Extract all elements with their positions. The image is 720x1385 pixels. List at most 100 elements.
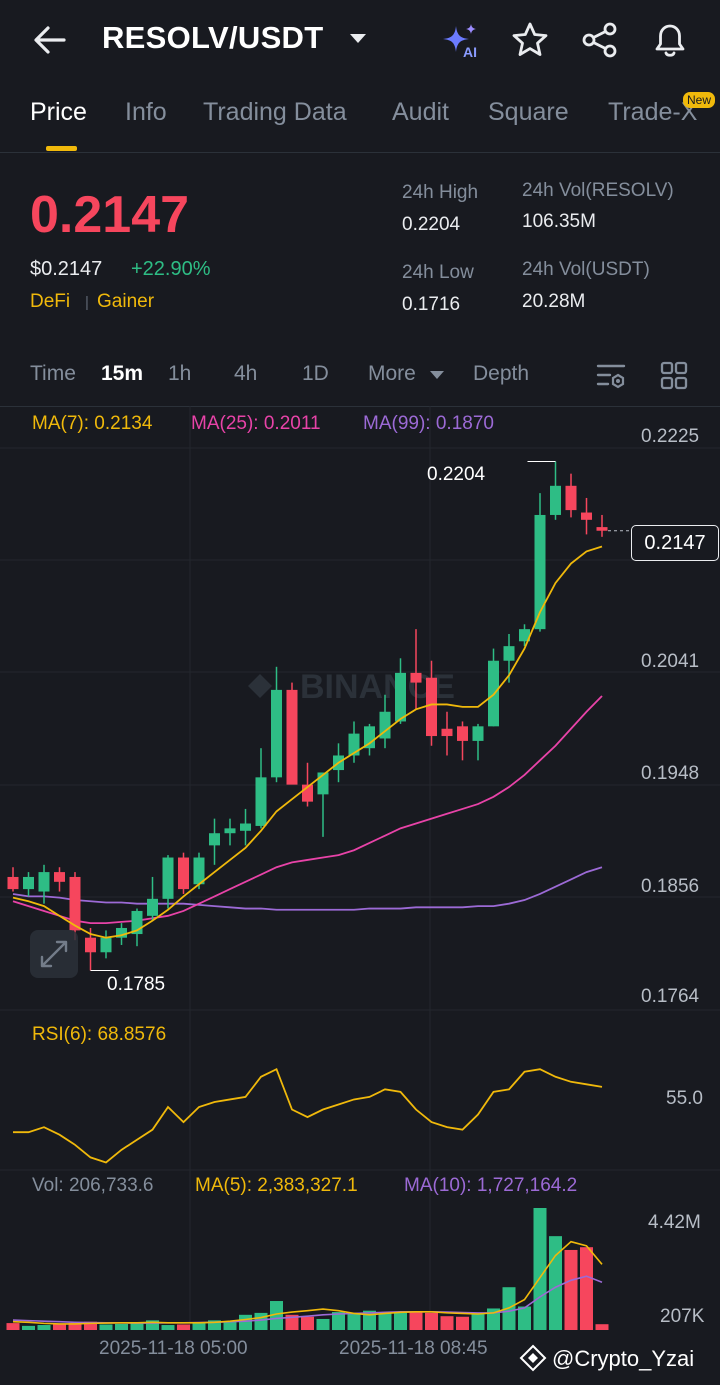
candle-body (193, 857, 205, 885)
tab-price[interactable]: Price (30, 98, 87, 126)
more-chevron-icon[interactable] (429, 370, 445, 380)
time-axis-label: 2025-11-18 08:45 (339, 1338, 488, 1359)
ai-sparkle-icon[interactable]: AI (440, 22, 482, 60)
candle (255, 748, 267, 829)
ma99-line-group (12, 866, 603, 911)
candle (379, 694, 391, 749)
interval-time[interactable]: Time (30, 362, 76, 385)
candle-body (69, 876, 81, 931)
layout-grid-icon[interactable] (660, 361, 688, 391)
high-label: 24h High (402, 182, 479, 203)
candle-body (519, 629, 530, 642)
tab-audit[interactable]: Audit (392, 98, 449, 126)
volume-bar (22, 1325, 35, 1330)
new-badge: New (683, 92, 716, 108)
volume-bar (409, 1311, 423, 1330)
candle (286, 682, 298, 785)
volume-bar (130, 1323, 144, 1330)
volume-bar (518, 1306, 531, 1330)
price-axis-label: 0.1856 (641, 876, 700, 897)
vol-base-label: 24h Vol(RESOLV) (522, 180, 674, 201)
chart-settings-icon[interactable] (596, 362, 628, 392)
ma25-line (12, 695, 603, 925)
candle-body (100, 937, 112, 953)
tab-trade-x[interactable]: Trade-X (608, 98, 698, 126)
volume-bar (347, 1313, 361, 1330)
candle-body (596, 527, 608, 531)
candle-body (364, 726, 375, 749)
volume-bar (456, 1316, 469, 1330)
candle-body (38, 872, 50, 892)
candle (162, 855, 174, 909)
interval-15m[interactable]: 15m (101, 362, 144, 385)
low-marker-label: 0.1785 (107, 974, 166, 995)
candle-body (85, 937, 96, 953)
tag-separator: | (85, 294, 89, 311)
chevron-down-icon[interactable] (348, 32, 368, 46)
volume-bar (332, 1312, 345, 1330)
back-arrow-icon[interactable] (30, 22, 68, 58)
expand-chart-button[interactable] (30, 930, 78, 978)
candle-body (534, 514, 546, 630)
tab-bar: Price Info Trading Data Audit Square Tra… (0, 86, 720, 153)
volume-bar (564, 1249, 578, 1330)
volume-bar (208, 1320, 221, 1330)
candles-group (7, 461, 608, 971)
interval-1h[interactable]: 1h (168, 362, 192, 385)
tag-defi[interactable]: DeFi (30, 291, 71, 312)
current-price-tag: 0.2147 (631, 525, 719, 561)
candle-body (441, 728, 453, 737)
volume-bar (115, 1323, 128, 1330)
candle-body (410, 672, 422, 683)
tab-info[interactable]: Info (125, 98, 167, 126)
candle-body (209, 833, 220, 846)
rsi-line (13, 1067, 603, 1164)
interval-1d[interactable]: 1D (302, 362, 329, 385)
candle (317, 772, 329, 837)
candle-body (240, 823, 251, 831)
ma99-line (12, 866, 603, 911)
candle-body (7, 876, 19, 890)
candle (23, 872, 34, 897)
candle (240, 808, 251, 846)
tag-gainer[interactable]: Gainer (97, 291, 155, 312)
volume-bar (192, 1322, 206, 1330)
price-axis-label: 0.1764 (641, 986, 700, 1007)
candle-body (147, 898, 158, 916)
candle-body (54, 872, 65, 882)
candle (38, 864, 50, 904)
vol-ma5-legend: MA(5): 2,383,327.1 (195, 1175, 358, 1196)
tab-trading-data[interactable]: Trading Data (203, 98, 347, 126)
candle (581, 497, 592, 535)
share-icon[interactable] (581, 21, 619, 59)
candle (596, 514, 608, 537)
pair-title[interactable]: RESOLV/USDT (102, 20, 324, 55)
volume-bar (285, 1314, 299, 1330)
interval-depth[interactable]: Depth (473, 362, 530, 385)
volume-bar (440, 1316, 454, 1330)
volume-bar (394, 1311, 407, 1330)
candle (550, 461, 561, 520)
volume-bar (533, 1208, 547, 1330)
candlestick-chart[interactable]: BINANCE (0, 406, 720, 1385)
candle (519, 624, 530, 647)
high-marker-label: 0.2204 (427, 464, 486, 485)
tab-square[interactable]: Square (488, 98, 569, 126)
top-bar: RESOLV/USDT AI (0, 0, 720, 80)
volume-bar (161, 1325, 175, 1330)
volume-bar (580, 1247, 593, 1330)
candle-body (395, 672, 406, 722)
candle (441, 711, 453, 756)
candle-body (302, 784, 313, 802)
interval-more[interactable]: More (368, 362, 416, 385)
volume-bar (146, 1320, 159, 1330)
volume-group (6, 1208, 609, 1330)
star-icon[interactable] (511, 21, 549, 59)
candle-body (178, 857, 189, 890)
interval-4h[interactable]: 4h (234, 362, 258, 385)
bell-icon[interactable] (651, 20, 689, 60)
price-axis-label: 0.2225 (641, 426, 700, 447)
author-credit: @Crypto_Yzai (552, 1346, 695, 1371)
candle (271, 666, 282, 783)
candle (7, 867, 19, 892)
